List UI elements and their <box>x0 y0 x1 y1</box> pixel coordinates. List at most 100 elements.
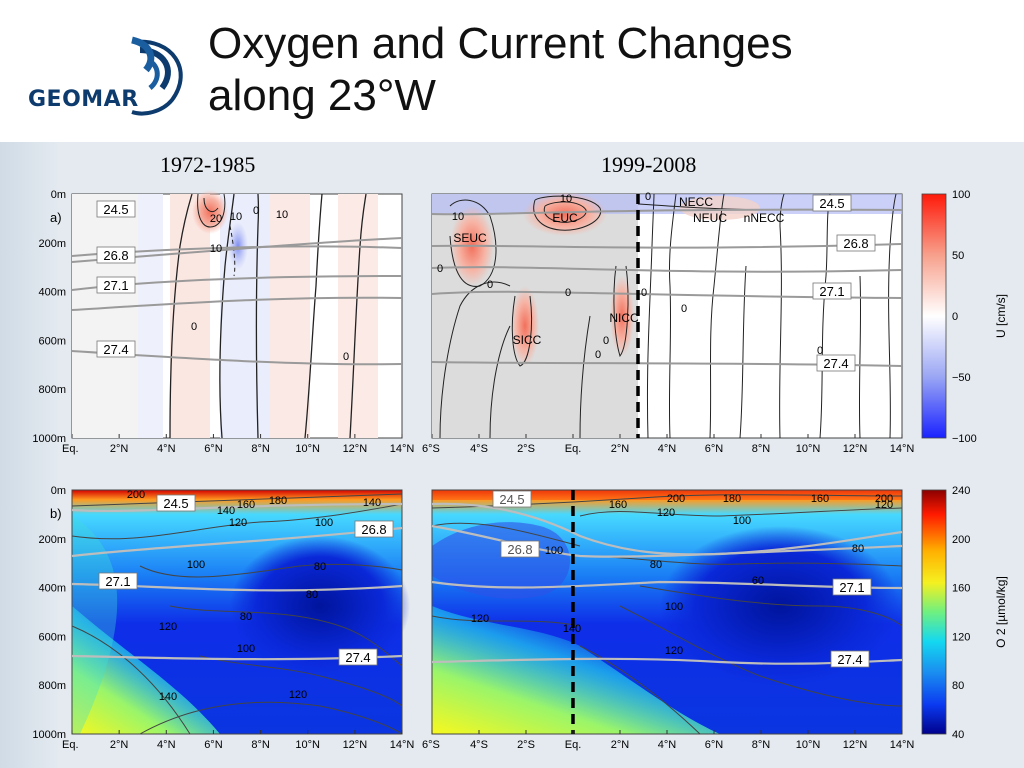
colorbar-tick-label: 80 <box>952 680 964 692</box>
isopycnal-label-box <box>96 246 136 264</box>
current-label-euc: EUC <box>552 211 578 225</box>
isopycnal-label: 26.8 <box>361 522 386 537</box>
contour-value-label: 10 <box>230 211 242 223</box>
current-label-necc: NECC <box>679 195 713 209</box>
isopycnal-label: 27.4 <box>837 652 862 667</box>
isopycnal-label: 24.5 <box>103 202 128 217</box>
x-tick-label: 14°N <box>390 443 415 455</box>
isopycnal-label-box <box>354 520 394 538</box>
x-tick-label: 10°N <box>295 443 320 455</box>
contour-value-label: 0 <box>645 191 651 203</box>
x-tick-label: 10°N <box>796 739 821 751</box>
contour-value-label: 100 <box>545 545 563 557</box>
contour-value-label: 120 <box>471 613 489 625</box>
contour-value-label: 0 <box>437 263 443 275</box>
y-tick-label: 200m <box>38 238 66 250</box>
colorbar-u-gradient <box>921 193 947 439</box>
isopycnal-label-box <box>492 490 532 508</box>
colorbar-tick-label: 200 <box>952 534 970 546</box>
isopycnal-label-box <box>812 282 852 300</box>
contour-value-label: 140 <box>563 623 581 635</box>
colorbar-tick-label: 50 <box>952 250 964 262</box>
colorbar-tick-label: −100 <box>952 433 977 445</box>
contour-value-label: 10 <box>276 209 288 221</box>
x-tick-label: Eq. <box>62 739 79 751</box>
panel-label-b: b) <box>50 506 62 521</box>
contour-value-label: 140 <box>217 505 235 517</box>
contour-value-label: 120 <box>665 645 683 657</box>
isopycnal-label: 27.4 <box>103 342 128 357</box>
x-tick-label: 6°S <box>422 739 440 751</box>
contour-value-label: 0 <box>603 335 609 347</box>
colorbar-o2-label: O 2 [µmol/kg] <box>994 576 1008 648</box>
contour-value-label: 140 <box>363 497 381 509</box>
contour-value-label: 200 <box>875 493 893 505</box>
x-tick-label: Eq. <box>62 443 79 455</box>
x-tick-label: 2°N <box>611 739 630 751</box>
isopycnal-label: 24.5 <box>499 492 524 507</box>
isopycnal-label-box <box>816 354 856 372</box>
isopycnal-label-box <box>836 234 876 252</box>
contour-value-label: 0 <box>681 303 687 315</box>
x-tick-label: 12°N <box>343 443 368 455</box>
contour-value-label: 120 <box>657 507 675 519</box>
contour-value-label: 80 <box>314 561 326 573</box>
x-tick-label: 2°N <box>110 443 129 455</box>
contour-value-label: 140 <box>159 691 177 703</box>
contour-value-label: 0 <box>817 345 823 357</box>
y-tick-label: 1000m <box>32 433 66 445</box>
x-tick-label: 12°N <box>843 739 868 751</box>
colorbar-o2-gradient <box>921 489 947 735</box>
isopycnal-label-box <box>830 650 870 668</box>
panel-b-left <box>71 489 410 735</box>
contour-value-label: 60 <box>752 575 764 587</box>
colorbar-tick-label: 240 <box>952 485 970 497</box>
colorbar-tick-label: 40 <box>952 729 964 741</box>
panel-a-right <box>431 192 903 439</box>
sicc-core <box>511 286 539 366</box>
contour-value-label: 0 <box>191 321 197 333</box>
x-tick-label: 12°N <box>843 443 868 455</box>
contour-value-label: 0 <box>641 287 647 299</box>
y-tick-label: 0m <box>51 485 66 497</box>
isopycnal-label-box <box>338 648 378 666</box>
isopycnal-label: 26.8 <box>843 236 868 251</box>
contour-value-label: 160 <box>237 499 255 511</box>
isopycnal-label-box <box>96 340 136 358</box>
contour-value-label: 80 <box>240 611 252 623</box>
isopycnal-label: 27.4 <box>823 356 848 371</box>
colorbar-tick-label: 160 <box>952 583 970 595</box>
geomar-logo-text: GEOMAR <box>28 87 139 112</box>
current-label-nicc: NICC <box>609 311 639 325</box>
contour-value-label: 10 <box>452 211 464 223</box>
current-label-seuc: SEUC <box>453 231 487 245</box>
isopycnal-label-box <box>832 578 872 596</box>
colorbar-tick-label: −50 <box>952 372 971 384</box>
isopycnal-label-box <box>500 540 540 558</box>
contour-value-label: 0 <box>595 349 601 361</box>
panel-label-a: a) <box>50 210 62 225</box>
x-tick-label: 4°N <box>658 739 677 751</box>
x-tick-label: 4°S <box>470 739 488 751</box>
slide-title-line-2: along 23°W <box>208 71 436 120</box>
period-label-left: 1972-1985 <box>160 152 256 177</box>
contour-value-label: 0 <box>253 205 259 217</box>
x-tick-label: 4°N <box>157 443 176 455</box>
x-tick-label: 2°N <box>611 443 630 455</box>
x-tick-label: 2°S <box>517 443 535 455</box>
y-tick-label: 400m <box>38 287 66 299</box>
y-tick-label: 600m <box>38 335 66 347</box>
panel-a-left-nodata <box>72 194 138 438</box>
colorbar-u: U [cm/s] <box>921 193 1008 439</box>
y-tick-label: 0m <box>51 189 66 201</box>
contour-value-label: 0 <box>487 279 493 291</box>
colorbar-tick-label: 100 <box>952 189 970 201</box>
x-tick-label: 6°N <box>705 443 724 455</box>
contour-value-label: 100 <box>237 643 255 655</box>
contour-value-label: 120 <box>289 689 307 701</box>
contour-value-label: 100 <box>187 559 205 571</box>
isopycnal-label-box <box>96 200 136 218</box>
x-tick-label: 14°N <box>890 443 915 455</box>
contour-value-label: 120 <box>229 517 247 529</box>
isopycnal-label: 26.8 <box>103 248 128 263</box>
